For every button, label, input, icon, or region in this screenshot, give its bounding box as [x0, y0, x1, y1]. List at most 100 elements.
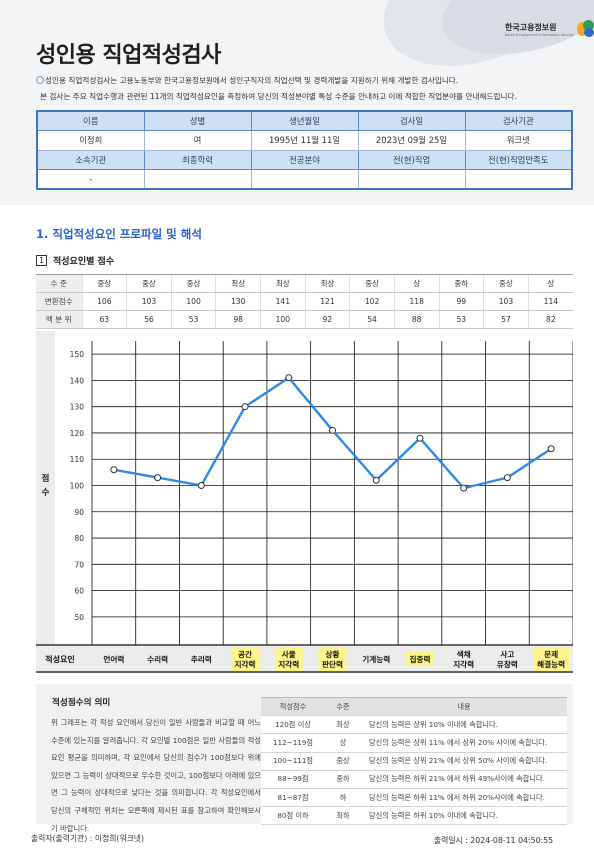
info-header: 전(현)직업만족도 — [464, 149, 573, 170]
score-percentile: 56 — [126, 310, 172, 329]
score-value: 102 — [349, 292, 395, 311]
logo-sub-text: Korea Employment Information Service — [505, 32, 574, 37]
score-value: 99 — [438, 292, 484, 311]
level-range: 112~119점 — [261, 733, 325, 753]
score-value: 121 — [304, 292, 350, 311]
score-level: 중상 — [483, 274, 529, 293]
description-text-1: 성인용 직업적성검사는 고용노동부와 한국고용정보원에서 성인구직자의 직업선택… — [45, 76, 459, 85]
level-row: 120점 이상 최상 당신의 능력은 상위 10% 이내에 속합니다. — [261, 715, 567, 735]
y-tick-label: 110 — [70, 455, 85, 464]
score-percentile: 54 — [349, 310, 395, 329]
data-point — [329, 426, 336, 434]
personal-info-table: 이름 성별 생년월일 검사일 검사기관 이정희 여 1995년 11월 11일 … — [36, 110, 573, 190]
level-header: 내용 — [361, 696, 567, 717]
subsection-title-text: 적성요인별 점수 — [53, 257, 115, 267]
level-description: 당신의 능력은 하위 10% 이내에 속합니다. — [361, 806, 567, 826]
score-value: 118 — [393, 292, 439, 311]
x-category-label: 사물 — [282, 649, 296, 659]
data-point — [416, 434, 424, 442]
info-header: 소속기관 — [36, 149, 145, 170]
y-axis-title: 수 — [42, 488, 50, 498]
info-education — [143, 169, 252, 190]
x-category-label: 색채 — [457, 649, 471, 659]
score-level: 상 — [527, 274, 573, 293]
y-tick-label: 130 — [70, 403, 85, 412]
level-row: 81~87점 하 당신의 능력은 하위 11% 에서 하위 20%사이에 속합니다. — [261, 788, 567, 808]
info-test-date: 2023년 09월 25일 — [357, 130, 466, 151]
level-description: 당신의 능력은 상위 11% 에서 상위 20% 사이에 속합니다. — [361, 733, 567, 753]
info-birthdate: 1995년 11월 11일 — [250, 130, 359, 151]
chart-svg: 점수 50 60 70 80 90 100 110 120 130 140 150 적성요인 언어력 수리력… — [36, 331, 574, 673]
level-table: 적성점수 수준 내용 120점 이상 최상 당신의 능력은 상위 10% 이내에 속… — [261, 696, 567, 826]
footer-print-time: 출력일시 : 2024-08-11 04:50:55 — [434, 836, 554, 845]
score-value: 106 — [81, 292, 127, 311]
level-grade: 중하 — [325, 770, 361, 789]
score-percentile: 92 — [304, 310, 350, 329]
score-level: 최상 — [215, 274, 261, 293]
x-category-label: 지각력 — [235, 659, 256, 669]
x-category-label: 상황 — [326, 649, 340, 659]
data-point — [110, 466, 118, 474]
level-row: 80점 이하 최하 당신의 능력은 하위 10% 이내에 속합니다. — [261, 806, 567, 826]
logo-mark-icon — [576, 20, 594, 38]
info-header: 성별 — [143, 110, 252, 131]
score-percentile: 53 — [438, 310, 484, 329]
category-highlight — [533, 647, 570, 671]
page-title: 성인용 직업적성검사 — [36, 43, 221, 68]
x-category-label: 집중력 — [409, 654, 430, 664]
score-level: 중상 — [349, 274, 395, 293]
score-level: 상 — [393, 274, 439, 293]
level-description: 당신의 능력은 상위 21% 에서 상위 50% 사이에 속합니다. — [361, 752, 567, 771]
y-tick-label: 120 — [70, 429, 85, 438]
x-axis-band — [36, 645, 573, 673]
level-description: 당신의 능력은 하위 11% 에서 하위 20%사이에 속합니다. — [361, 788, 567, 808]
level-range: 81~87점 — [261, 788, 325, 808]
level-row: 100~111점 중상 당신의 능력은 상위 21% 에서 상위 50% 사이에 속… — [261, 752, 567, 771]
y-tick-label: 140 — [70, 376, 85, 385]
level-description: 당신의 능력은 상위 10% 이내에 속합니다. — [361, 715, 567, 735]
x-category-label: 공간 — [238, 649, 252, 659]
level-row: 112~119점 상 당신의 능력은 상위 11% 에서 상위 20% 사이에 속합… — [261, 733, 567, 753]
info-header: 이름 — [36, 110, 145, 131]
info-header: 검사일 — [357, 110, 466, 131]
score-percentile: 63 — [81, 310, 127, 329]
level-description: 당신의 능력은 하위 21% 에서 하위 49%사이에 속합니다. — [361, 770, 567, 789]
data-point — [154, 474, 162, 482]
x-category-label: 해결능력 — [537, 659, 565, 669]
description-line-2: 본 검사는 주요 직업수행과 관련된 11개의 직업적성요인을 측정하여 당신의… — [40, 92, 517, 101]
category-highlight — [231, 647, 260, 671]
y-tick-label: 60 — [74, 587, 84, 596]
info-affiliation: - — [36, 169, 145, 190]
level-row: 88~99점 중하 당신의 능력은 하위 21% 에서 하위 49%사이에 속합니다… — [261, 770, 567, 789]
score-row-label: 수 준 — [36, 274, 82, 293]
score-level: 최상 — [260, 274, 306, 293]
aptitude-profile-chart: 점 수 50 60 70 80 90 100 110 120 130 140 150 적성요인 언어력 수리력… — [36, 331, 574, 673]
data-point — [285, 374, 293, 382]
info-job — [357, 169, 466, 190]
data-point — [503, 474, 511, 482]
category-highlight — [318, 647, 347, 671]
score-value: 103 — [483, 292, 529, 311]
y-tick-label: 100 — [70, 482, 85, 491]
score-percentile: 82 — [527, 310, 573, 329]
info-header: 전공분야 — [250, 149, 359, 170]
score-row-label: 변환점수 — [36, 292, 82, 311]
y-tick-label: 150 — [70, 350, 85, 359]
score-meaning-panel: 적성점수의 의미 위 그래프는 각 적성 요인에서 당신이 일반 사람들과 비교… — [36, 684, 573, 833]
level-header: 적성점수 — [261, 696, 325, 717]
score-value: 141 — [260, 292, 306, 311]
score-percentile: 53 — [170, 310, 216, 329]
x-category-label: 언어력 — [103, 654, 124, 664]
level-range: 80점 이하 — [261, 806, 325, 826]
brand-logo: 한국고용정보원 Korea Employment Information Ser… — [505, 18, 594, 40]
info-major — [250, 169, 359, 190]
subsection-title: 1 적성요인별 점수 — [36, 254, 114, 267]
level-range: 120점 이상 — [261, 715, 325, 735]
level-grade: 최상 — [325, 715, 361, 735]
score-value: 130 — [215, 292, 261, 311]
y-tick-label: 80 — [74, 534, 84, 543]
level-grade: 하 — [325, 788, 361, 808]
x-category-label: 유창력 — [497, 659, 518, 669]
score-value: 114 — [527, 292, 573, 311]
x-category-label: 문제 — [544, 649, 558, 659]
